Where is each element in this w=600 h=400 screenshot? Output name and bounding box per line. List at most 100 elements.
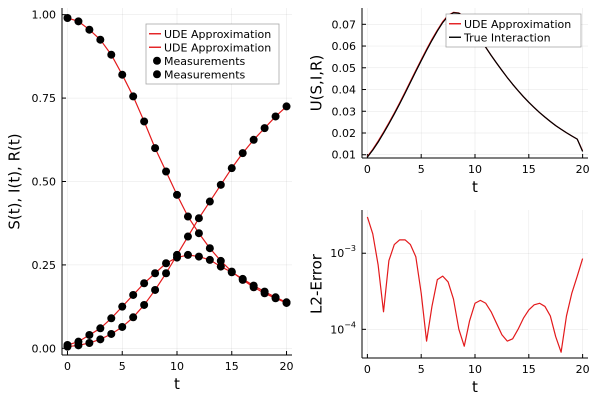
legend-marker bbox=[153, 56, 161, 65]
legend-label: UDE Approximation bbox=[464, 18, 571, 31]
measurement-point bbox=[194, 214, 203, 223]
x-tick-label: 15 bbox=[225, 360, 239, 373]
legend-label: Measurements bbox=[164, 55, 246, 68]
measurement-point bbox=[118, 302, 127, 311]
measurement-point bbox=[129, 290, 138, 299]
measurement-point bbox=[151, 285, 160, 294]
x-axis-label: t bbox=[472, 178, 478, 196]
y-axis-label: U(S,I,R) bbox=[308, 55, 326, 112]
y-tick-label: 0.00 bbox=[32, 342, 57, 355]
measurement-point bbox=[238, 149, 247, 158]
measurement-point bbox=[194, 252, 203, 261]
y-tick-label: 0.75 bbox=[32, 92, 57, 105]
x-tick-label: 15 bbox=[522, 163, 536, 176]
measurement-point bbox=[205, 255, 214, 264]
x-axis-label: t bbox=[174, 375, 180, 393]
measurement-point bbox=[216, 256, 225, 265]
x-tick-label: 10 bbox=[468, 163, 482, 176]
chart-panel-top-right: 0 5 10 15 20 0.01 0.02 0.03 0.04 0.05 0.06 0.07 t U(S… bbox=[308, 8, 590, 196]
y-tick-label: 0.50 bbox=[32, 176, 57, 189]
series-line bbox=[366, 216, 584, 353]
x-tick-label: 0 bbox=[364, 363, 371, 376]
y-tick-label: 0.04 bbox=[332, 84, 357, 97]
legend-marker bbox=[153, 70, 161, 79]
legend-label: UDE Approximation bbox=[164, 28, 271, 41]
y-tick-label: 0.05 bbox=[332, 62, 357, 75]
measurement-point bbox=[183, 250, 192, 259]
x-tick-label: 10 bbox=[170, 360, 184, 373]
measurement-point bbox=[162, 259, 171, 268]
measurement-point bbox=[216, 262, 225, 271]
measurement-point bbox=[118, 322, 127, 331]
measurement-point bbox=[140, 117, 149, 126]
y-tick-label: 10−3 bbox=[330, 244, 356, 260]
y-axis-label: S(t), I(t), R(t) bbox=[6, 133, 24, 229]
chart-panel-left: 0 5 10 15 20 0.00 0.25 0.50 0.75 1.00 t S(t), I(t),… bbox=[6, 8, 294, 393]
legend-label: UDE Approximation bbox=[164, 41, 271, 54]
legend-box bbox=[145, 23, 280, 85]
x-tick-label: 0 bbox=[364, 163, 371, 176]
x-tick-label: 0 bbox=[64, 360, 71, 373]
measurement-point bbox=[85, 25, 94, 34]
measurement-point bbox=[260, 287, 269, 296]
x-tick-label: 5 bbox=[119, 360, 126, 373]
measurement-point bbox=[271, 293, 280, 302]
y-tick-label: 0.06 bbox=[332, 40, 357, 53]
measurement-point bbox=[282, 102, 291, 111]
measurement-point bbox=[96, 35, 105, 44]
x-axis-label: t bbox=[472, 378, 478, 396]
y-tick-label: 0.25 bbox=[32, 259, 57, 272]
measurement-point bbox=[85, 330, 94, 339]
measurement-point bbox=[96, 335, 105, 344]
measurement-point bbox=[63, 14, 72, 23]
measurement-point bbox=[249, 281, 258, 290]
measurement-point bbox=[85, 338, 94, 347]
measurement-point bbox=[205, 244, 214, 253]
y-tick-label-exponent: −3 bbox=[344, 244, 356, 253]
measurement-point bbox=[173, 253, 181, 262]
measurement-point bbox=[227, 268, 236, 277]
measurement-point bbox=[151, 269, 160, 278]
y-tick-label: 0.01 bbox=[332, 149, 357, 162]
y-tick-label-base: 10 bbox=[330, 323, 344, 336]
measurement-point bbox=[194, 229, 203, 238]
x-tick-label: 20 bbox=[280, 360, 294, 373]
measurement-point bbox=[140, 300, 149, 309]
y-tick-label: 0.07 bbox=[332, 18, 357, 31]
y-tick-label: 0.03 bbox=[332, 105, 357, 118]
measurement-point bbox=[271, 112, 280, 121]
x-tick-label: 5 bbox=[418, 163, 425, 176]
measurement-point bbox=[249, 135, 258, 144]
measurement-point bbox=[162, 167, 171, 176]
measurement-point bbox=[227, 164, 236, 173]
measurement-point bbox=[260, 124, 269, 133]
measurement-point bbox=[205, 197, 214, 206]
measurement-point bbox=[74, 17, 83, 26]
measurement-point bbox=[183, 212, 192, 221]
x-tick-label: 10 bbox=[468, 363, 482, 376]
y-tick-label: 1.00 bbox=[32, 9, 57, 22]
x-tick-label: 15 bbox=[522, 363, 536, 376]
y-tick-label-base: 10 bbox=[330, 247, 344, 260]
x-tick-label: 20 bbox=[576, 363, 590, 376]
measurement-point bbox=[107, 329, 116, 338]
measurement-point bbox=[129, 313, 138, 322]
measurement-point bbox=[162, 269, 171, 278]
measurement-point bbox=[129, 92, 138, 101]
legend-box bbox=[445, 13, 582, 48]
measurement-point bbox=[107, 50, 116, 59]
x-tick-label: 20 bbox=[576, 163, 590, 176]
measurement-point bbox=[63, 340, 72, 349]
y-tick-label-exponent: −4 bbox=[344, 320, 356, 329]
measurement-point bbox=[107, 314, 116, 323]
measurement-point bbox=[118, 70, 127, 79]
measurement-point bbox=[151, 144, 160, 153]
measurement-point bbox=[282, 298, 291, 307]
measurement-point bbox=[216, 180, 225, 189]
legend-label: True Interaction bbox=[463, 31, 551, 44]
measurement-point bbox=[140, 279, 149, 288]
measurement-point bbox=[183, 232, 192, 241]
x-tick-label: 5 bbox=[418, 363, 425, 376]
